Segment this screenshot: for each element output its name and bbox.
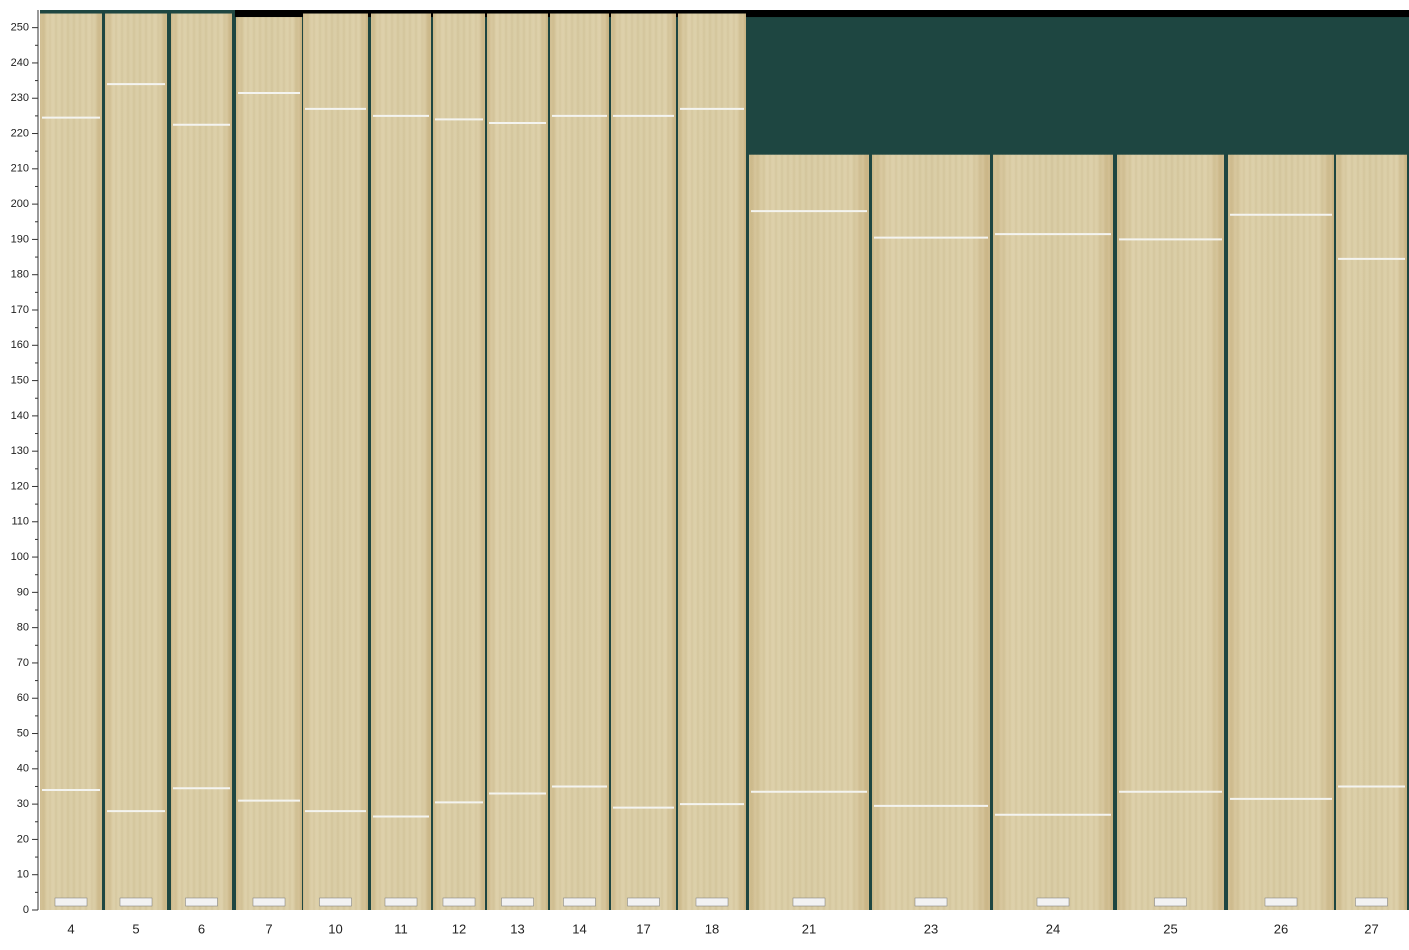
x-tick-label: 7 xyxy=(265,921,272,936)
y-tick-label: 170 xyxy=(11,304,29,316)
y-tick-label: 30 xyxy=(17,798,29,810)
y-tick-label: 230 xyxy=(11,92,29,104)
barcode-label xyxy=(185,897,218,907)
y-tick-label: 0 xyxy=(23,904,29,916)
grain xyxy=(1228,154,1334,911)
y-tick-label: 180 xyxy=(11,269,29,281)
x-tick-label: 10 xyxy=(328,921,342,936)
barcode-label xyxy=(54,897,88,907)
grain xyxy=(487,13,548,910)
y-tick-label: 10 xyxy=(17,869,29,881)
barcode-label xyxy=(1036,897,1070,907)
x-tick-label: 21 xyxy=(802,921,816,936)
x-tick-label: 4 xyxy=(67,921,74,936)
grain xyxy=(1117,154,1224,911)
y-tick-label: 150 xyxy=(11,374,29,386)
grain xyxy=(678,13,746,910)
barcode-label xyxy=(319,897,352,907)
grain xyxy=(105,13,167,910)
y-tick-label: 50 xyxy=(17,727,29,739)
x-tick-label: 12 xyxy=(452,921,466,936)
x-tick-label: 11 xyxy=(394,921,408,936)
barcode-label xyxy=(563,897,596,907)
grain xyxy=(236,17,302,910)
x-tick-label: 23 xyxy=(924,921,938,936)
y-tick-label: 40 xyxy=(17,763,29,775)
y-tick-label: 210 xyxy=(11,163,29,175)
barcode-label xyxy=(1355,897,1388,907)
barcode-label xyxy=(384,897,418,907)
grain xyxy=(171,13,232,910)
y-tick-label: 140 xyxy=(11,410,29,422)
barcode-label xyxy=(501,897,534,907)
barcode-label xyxy=(1264,897,1298,907)
x-tick-label: 26 xyxy=(1274,921,1288,936)
barcode-label xyxy=(695,897,729,907)
y-tick-label: 130 xyxy=(11,445,29,457)
x-tick-label: 24 xyxy=(1046,921,1060,936)
y-tick-label: 240 xyxy=(11,57,29,69)
grain xyxy=(433,13,485,910)
grain xyxy=(550,13,609,910)
grain xyxy=(872,154,990,911)
y-tick-label: 160 xyxy=(11,339,29,351)
grain xyxy=(303,13,368,910)
y-tick-label: 100 xyxy=(11,551,29,563)
barcode-label xyxy=(119,897,153,907)
x-tick-label: 17 xyxy=(636,921,650,936)
y-tick-label: 80 xyxy=(17,622,29,634)
barcode-label xyxy=(1154,897,1187,907)
barcode-label xyxy=(792,897,826,907)
y-tick-label: 60 xyxy=(17,692,29,704)
y-tick-label: 120 xyxy=(11,480,29,492)
y-tick-label: 220 xyxy=(11,127,29,139)
y-tick-label: 190 xyxy=(11,233,29,245)
barcode-label xyxy=(627,897,660,907)
x-tick-label: 18 xyxy=(705,921,719,936)
x-tick-label: 6 xyxy=(198,921,205,936)
grain xyxy=(371,13,431,910)
y-tick-label: 90 xyxy=(17,586,29,598)
barcode-label xyxy=(252,897,286,907)
grain xyxy=(749,154,869,911)
y-tick-label: 70 xyxy=(17,657,29,669)
grain xyxy=(40,13,102,910)
y-tick-label: 200 xyxy=(11,198,29,210)
y-tick-label: 20 xyxy=(17,833,29,845)
y-tick-label: 250 xyxy=(11,22,29,34)
x-tick-label: 25 xyxy=(1163,921,1177,936)
x-tick-label: 5 xyxy=(132,921,139,936)
x-tick-label: 14 xyxy=(572,921,586,936)
y-tick-label: 110 xyxy=(11,516,29,528)
x-tick-label: 27 xyxy=(1364,921,1378,936)
barcode-label xyxy=(914,897,948,907)
empty-area xyxy=(235,10,1409,18)
grain xyxy=(611,13,676,910)
x-tick-label: 13 xyxy=(510,921,524,936)
grain xyxy=(1336,154,1407,911)
barcode-label xyxy=(442,897,476,907)
grain xyxy=(993,154,1113,911)
